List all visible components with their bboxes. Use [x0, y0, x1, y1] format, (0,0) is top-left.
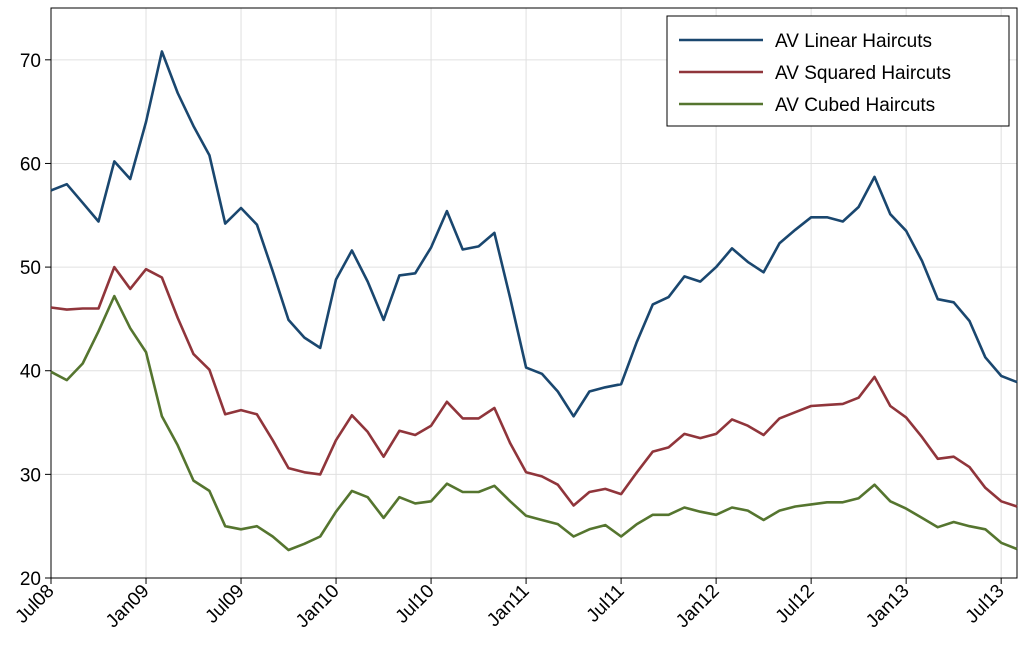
x-tick-label: Jul12 [772, 581, 819, 628]
series-line [50, 50, 1018, 418]
x-tick-label: Jan11 [483, 581, 533, 631]
x-tick-label: Jul11 [583, 581, 629, 627]
y-tick-label: 40 [20, 362, 41, 383]
plot-frame [50, 7, 1018, 579]
legend-label: AV Squared Haircuts [775, 63, 951, 84]
x-tick-label: Jul13 [962, 581, 1009, 628]
x-tick-label: Jan13 [862, 581, 913, 632]
legend: AV Linear Haircuts AV Squared Haircuts AV … [666, 15, 1010, 127]
series-line [50, 265, 1018, 508]
x-tick-label: Jan09 [102, 581, 153, 632]
series-line [50, 294, 1018, 552]
legend-label: AV Cubed Haircuts [775, 95, 935, 116]
x-tick-label: Jan12 [672, 581, 723, 632]
y-tick-label: 60 [20, 154, 41, 175]
x-tick-label: Jul10 [392, 581, 439, 628]
y-tick-label: 70 [20, 51, 41, 72]
x-tick-label: Jul09 [202, 581, 249, 628]
y-tick-label: 50 [20, 258, 41, 279]
legend-label: AV Linear Haircuts [775, 31, 932, 52]
x-tick-label: Jan10 [292, 581, 343, 632]
legend-box [666, 15, 1010, 127]
y-tick-label: 20 [20, 569, 41, 590]
y-tick-label: 30 [20, 465, 41, 486]
